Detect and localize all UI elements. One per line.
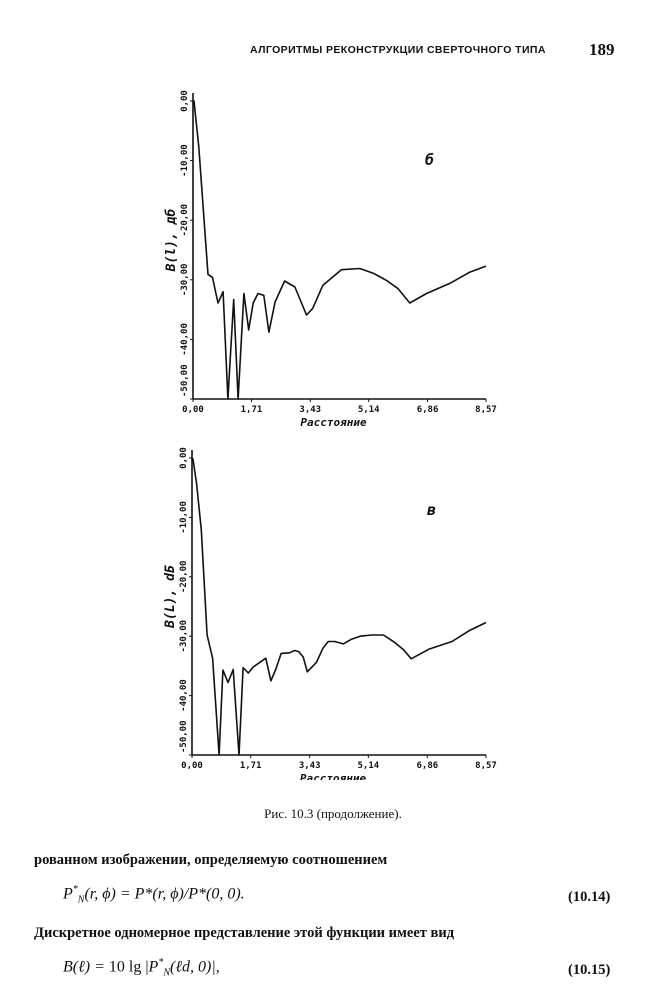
panel-label: б (425, 151, 434, 169)
x-tick-label: 3,43 (299, 405, 321, 415)
data-line (191, 457, 487, 756)
y-tick-label: 0,00 (179, 447, 189, 469)
eq2-rest: (ℓd, 0)|, (170, 958, 220, 976)
equation-number-10-15: (10.15) (568, 962, 611, 978)
equation-10-15: B(ℓ) = 10 lg |P*N(ℓd, 0)|, (63, 957, 220, 979)
y-tick-label: -10,00 (179, 501, 189, 534)
y-tick-label: -40,00 (179, 679, 189, 712)
x-tick-label: 5,14 (357, 761, 379, 771)
chart-v: 0,00 1,71 3,43 5,14 6,86 8,57 0,00 -10,00 -20,00… (163, 447, 497, 780)
y-tick-label: -50,00 (179, 720, 189, 753)
x-tick-label: 5,14 (358, 405, 380, 415)
page-number: 189 (589, 40, 615, 59)
x-tick-label: 0,00 (182, 405, 204, 415)
equation-number-10-14: (10.14) (568, 889, 611, 905)
eq1-lhs-sup: * (72, 884, 78, 895)
eq2-p-base: P (148, 958, 159, 976)
x-tick-label: 3,43 (299, 761, 321, 771)
running-head: АЛГОРИТМЫ РЕКОНСТРУКЦИИ СВЕРТОЧНОГО ТИПА (250, 44, 546, 56)
x-tick-label: 6,86 (416, 761, 438, 771)
y-tick-label: -20,00 (180, 204, 190, 237)
figure-caption: Рис. 10.3 (продолжение). (264, 806, 402, 821)
paragraph-1: рованном изображении, определяемую соотн… (34, 852, 388, 868)
x-tick-label: 8,57 (475, 761, 497, 771)
y-axis-label: B(l), дб (164, 209, 179, 273)
eq1-rest: (r, ϕ) = P*(r, ϕ)/P*(0, 0). (84, 885, 245, 903)
y-tick-label: -10,00 (180, 144, 190, 177)
panel-label: в (427, 501, 436, 519)
chart-b: 0,00 1,71 3,43 5,14 6,86 8,57 0,00 -10,00 -20,00… (164, 90, 497, 429)
eq1-lhs-base: P (63, 885, 73, 903)
x-tick-label: 1,71 (241, 405, 263, 415)
data-line (193, 100, 487, 400)
y-tick-label: -30,00 (179, 620, 189, 653)
x-axis-label: Расстояние (300, 772, 367, 780)
x-tick-label: 0,00 (181, 761, 203, 771)
x-tick-label: 8,57 (475, 405, 497, 415)
eq2-lhs: B(ℓ) = (63, 958, 109, 976)
eq2-num: 10 lg | (108, 958, 149, 976)
y-tick-label: -30,00 (180, 264, 190, 297)
y-axis-label: B(L), dБ (163, 565, 178, 629)
y-tick-label: -20,00 (179, 561, 189, 594)
x-tick-label: 6,86 (417, 405, 439, 415)
x-axis-label: Расстояние (300, 416, 367, 429)
x-tick-label: 1,71 (240, 761, 262, 771)
equation-10-14: P*N(r, ϕ) = P*(r, ϕ)/P*(0, 0). (63, 884, 245, 906)
eq2-p-sup: * (158, 957, 164, 968)
y-tick-label: -40,00 (180, 323, 190, 356)
y-tick-label: -50,00 (180, 364, 190, 397)
eq2-p-sub: N (163, 967, 170, 979)
y-tick-label: 0,00 (180, 90, 190, 112)
eq1-lhs-sub: N (77, 894, 85, 906)
paragraph-2: Дискретное одномерное представление этой… (34, 925, 455, 941)
